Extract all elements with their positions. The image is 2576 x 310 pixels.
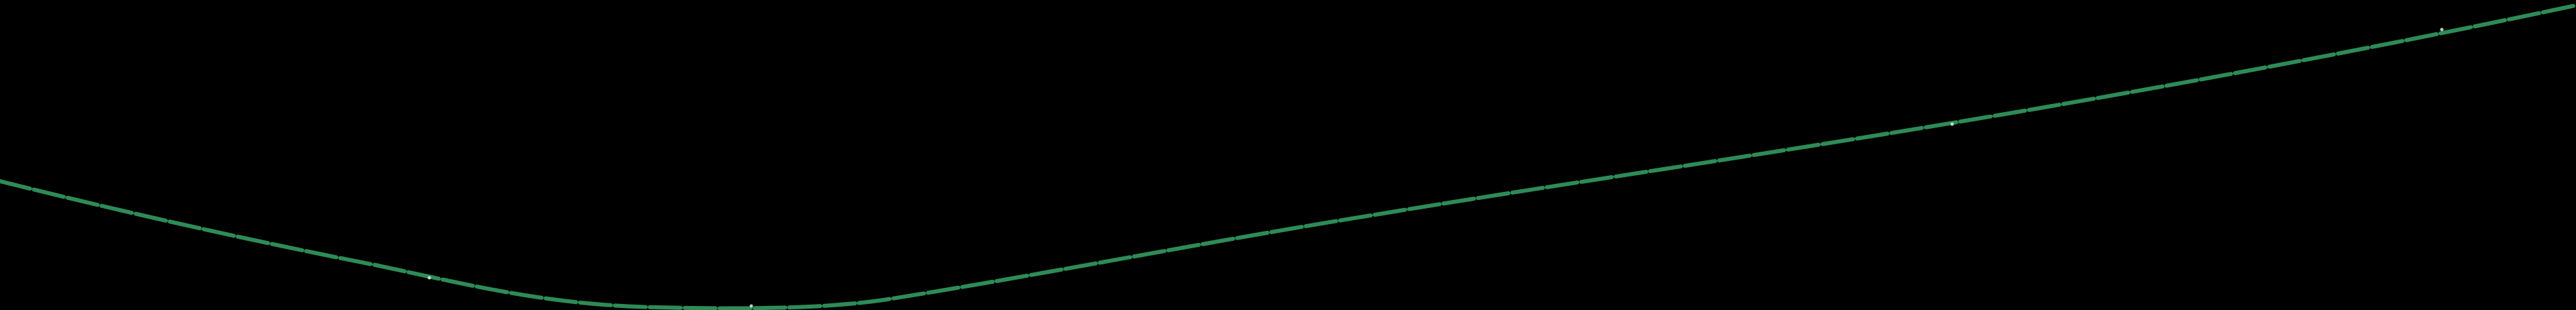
highlight-dot [1950, 122, 1954, 126]
highlight-dot [427, 276, 431, 280]
green-curve [0, 3, 2576, 310]
curve-highlights [427, 28, 2444, 308]
highlight-dot [2440, 28, 2444, 32]
highlight-dot [749, 304, 753, 308]
